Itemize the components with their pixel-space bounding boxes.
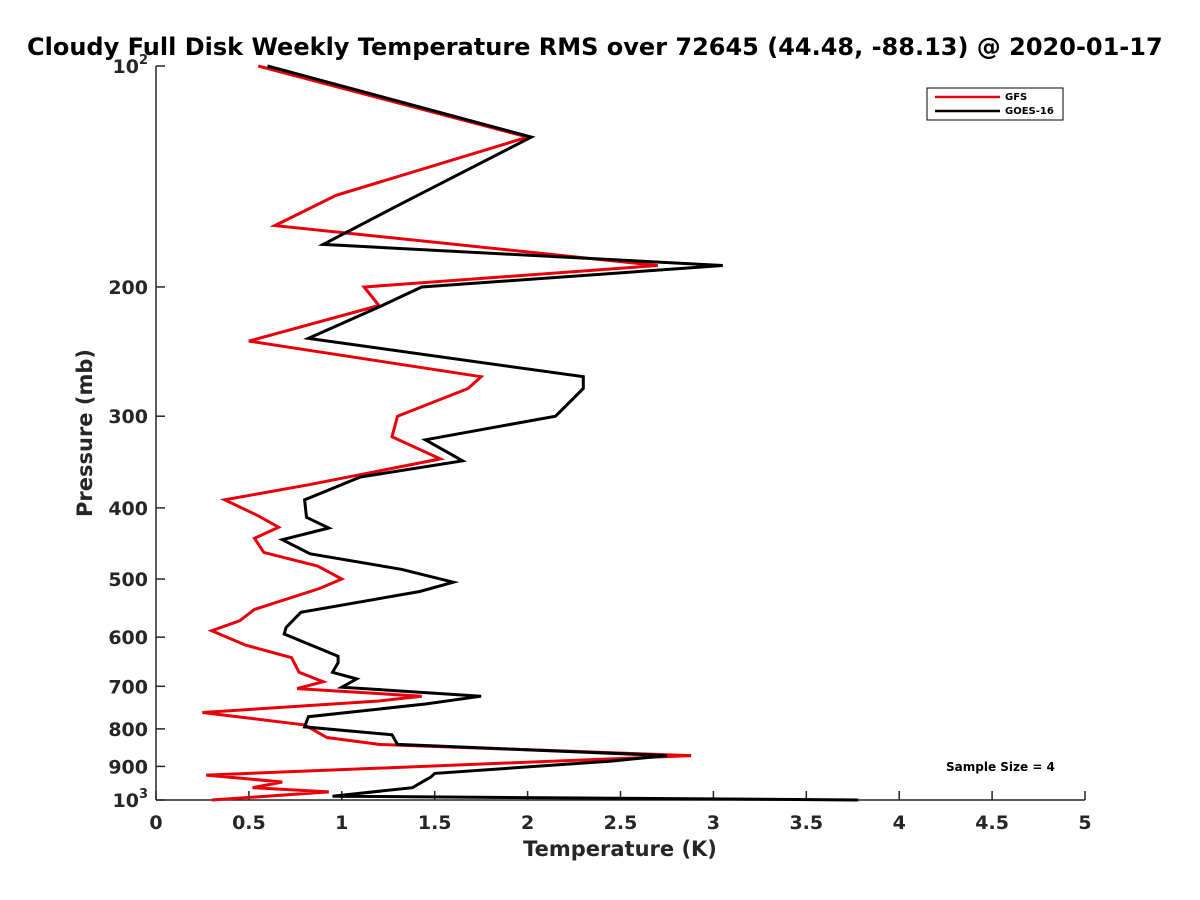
legend-label-gfs: GFS [1005,92,1027,103]
x-tick-label: 3.5 [789,812,823,834]
y-tick-label: 800 [108,719,148,741]
x-axis-label: Temperature (K) [523,837,717,861]
legend: GFS GOES-16 [926,87,1064,121]
series-line-goes-16 [267,64,859,802]
x-axis: 0 0.5 1 1.5 2 2.5 3 3.5 4 4.5 5 [149,791,1092,834]
x-tick-label: 0 [149,812,162,834]
x-tick-label: 4.5 [975,812,1009,834]
legend-label-goes16: GOES-16 [1005,106,1054,117]
y-tick-label: 600 [108,627,148,649]
y-tick-label: 500 [108,569,148,591]
sample-size-annotation: Sample Size = 4 [946,760,1055,774]
y-axis-label: Pressure (mb) [73,349,97,517]
series-line-gfs [202,64,692,802]
y-tick-label: 700 [108,676,148,698]
x-tick-label: 1 [335,812,348,834]
y-tick-label: 103 [113,787,149,812]
x-tick-label: 4 [893,812,906,834]
legend-box [926,87,1064,121]
x-tick-label: 2 [521,812,534,834]
x-tick-label: 5 [1078,812,1091,834]
y-tick-label: 900 [108,756,148,778]
y-tick-label: 400 [108,498,148,520]
y-tick-label: 102 [113,53,149,78]
x-tick-label: 3 [707,812,720,834]
y-tick-label: 300 [108,406,148,428]
chart-title: Cloudy Full Disk Weekly Temperature RMS … [27,33,1163,61]
x-tick-label: 1.5 [418,812,452,834]
series-layer [202,64,859,802]
x-tick-label: 2.5 [604,812,638,834]
y-tick-label: 200 [108,277,148,299]
y-axis: 102 200 300 400 500 600 700 800 900 103 [108,53,165,812]
x-tick-label: 0.5 [232,812,266,834]
